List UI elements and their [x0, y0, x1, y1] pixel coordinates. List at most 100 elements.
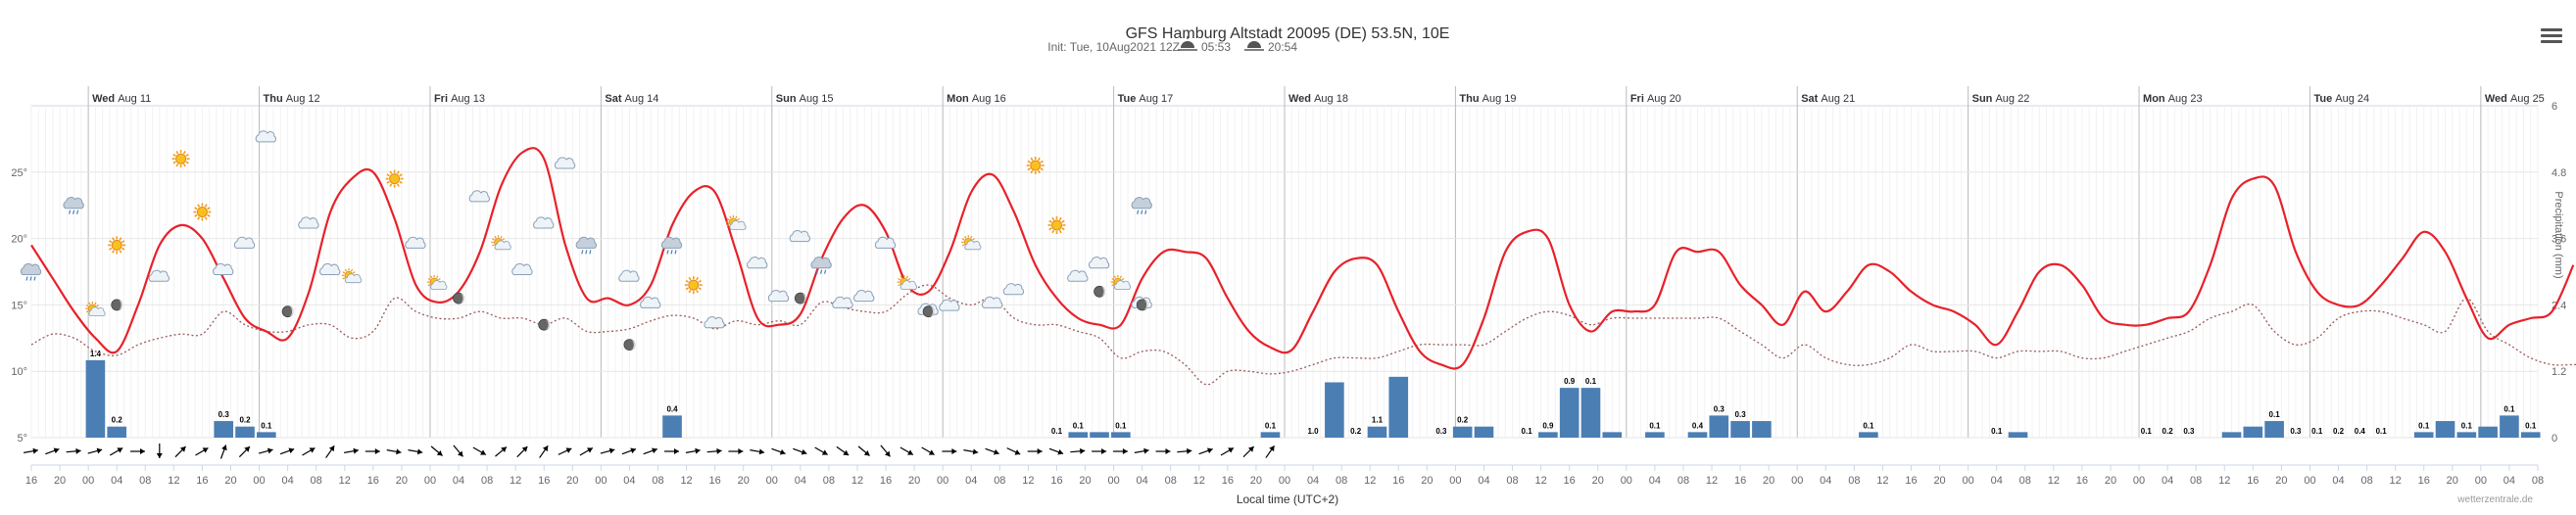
x-tick-label: 12 [1193, 475, 1205, 487]
cloud-icon [874, 236, 897, 249]
sun-cloud-icon [341, 268, 363, 284]
moon-icon [623, 339, 636, 351]
wind-arrow [24, 447, 38, 454]
y2-axis-title: Precipitation (mm) [2552, 191, 2564, 278]
y2-tick-label: 4.8 [2552, 167, 2566, 179]
x-tick-label: 20 [738, 475, 750, 487]
precipitation-bar [1388, 376, 1409, 438]
day-label: Wed Aug 11 [92, 93, 151, 105]
x-tick-label: 04 [1137, 475, 1148, 487]
dewpoint-line [30, 284, 2576, 386]
x-tick-label: 20 [1079, 475, 1091, 487]
precipitation-bar [1559, 388, 1580, 438]
sunrise-time: 05:53 [1201, 40, 1231, 54]
x-tick-label: 16 [538, 475, 550, 487]
x-tick-label: 04 [281, 475, 293, 487]
wind-arrow [706, 447, 722, 454]
day-label: Sat Aug 14 [605, 93, 658, 105]
x-tick-label: 00 [1791, 475, 1803, 487]
x-tick-label: 16 [2247, 475, 2259, 487]
precipitation-bar [2478, 426, 2498, 438]
x-tick-label: 16 [1222, 475, 1234, 487]
day-label: Tue Aug 24 [2313, 93, 2369, 105]
cloud-rain-icon [20, 262, 42, 281]
cloud-icon [319, 262, 341, 275]
wind-arrow [880, 445, 891, 457]
y-tick-label: 5° [17, 433, 27, 445]
precipitation-bar [1068, 432, 1089, 438]
wind-arrow [921, 446, 935, 456]
day-label: Sun Aug 22 [1972, 93, 2030, 105]
cloud-icon [853, 290, 875, 303]
cloud-icon [554, 157, 576, 169]
sun-icon [1047, 216, 1066, 234]
precipitation-bar [2264, 421, 2284, 438]
wind-arrow [857, 445, 870, 456]
precipitation-label: 0.2 [1350, 427, 1362, 436]
x-tick-label: 04 [1307, 475, 1319, 487]
wind-arrow [963, 448, 979, 455]
sun-cloud-icon [726, 214, 747, 230]
x-tick-label: 20 [908, 475, 920, 487]
precipitation-bar [2243, 426, 2263, 438]
precipitation-bar [107, 426, 127, 438]
precipitation-bar [1709, 415, 1729, 438]
precipitation-label: 1.0 [1308, 427, 1320, 436]
x-tick-label: 16 [880, 475, 892, 487]
x-tick-label: 08 [1165, 475, 1177, 487]
precipitation-label: 0.1 [2503, 404, 2515, 413]
x-tick-label: 20 [54, 475, 66, 487]
chart-menu-button[interactable] [2541, 25, 2562, 45]
day-label: Wed Aug 25 [2485, 93, 2545, 105]
menu-icon-bar [2541, 34, 2562, 37]
sun-icon [1026, 157, 1045, 174]
day-label: Tue Aug 17 [1118, 93, 1174, 105]
wind-arrow [1155, 448, 1171, 454]
precipitation-bar [235, 426, 255, 438]
y-tick-label: 10° [11, 366, 27, 378]
precipitation-bar [85, 359, 106, 438]
x-tick-label: 16 [1734, 475, 1746, 487]
wind-arrow [771, 447, 786, 455]
x-tick-label: 20 [2275, 475, 2287, 487]
cloud-rain-icon [660, 236, 683, 255]
x-tick-label: 16 [367, 475, 379, 487]
precipitation-label: 0.3 [1714, 404, 1725, 413]
x-tick-label: 12 [510, 475, 521, 487]
x-tick-label: 20 [1250, 475, 1262, 487]
wind-arrow [539, 445, 549, 458]
moon-icon [281, 305, 294, 318]
x-tick-label: 12 [1364, 475, 1376, 487]
precipitation-bar [1602, 432, 1623, 438]
x-tick-label: 12 [1022, 475, 1034, 487]
wind-arrow [814, 446, 828, 456]
precipitation-label: 0.1 [2141, 427, 2153, 436]
precipitation-label: 0.4 [2355, 427, 2366, 436]
day-labels: Wed Aug 11 Thu Aug 12 Fri Aug 13 Sat Aug 14… [92, 93, 2545, 105]
x-tick-label: 04 [795, 475, 806, 487]
x-tick-label: 08 [823, 475, 835, 487]
chart-subtitle: Init: Tue, 10Aug2021 12Z 05:53 20:54 [1047, 36, 1297, 54]
x-tick-label: 00 [2475, 475, 2487, 487]
x-tick-label: 04 [453, 475, 464, 487]
y2-tick-label: 2.4 [2552, 300, 2566, 311]
day-label: Thu Aug 19 [1459, 93, 1516, 105]
wind-arrow [1112, 448, 1128, 454]
wind-arrow [195, 446, 209, 456]
precipitation-bar [1325, 382, 1344, 438]
precipitation-bar [662, 415, 682, 438]
wind-arrow [258, 447, 273, 454]
wind-arrow [793, 447, 807, 455]
x-tick-label: 08 [2019, 475, 2031, 487]
x-tick-label: 00 [1621, 475, 1632, 487]
x-tick-label: 12 [2390, 475, 2402, 487]
wind-arrow [87, 447, 103, 454]
cloud-icon [298, 216, 319, 229]
cloud-icon [1088, 257, 1110, 269]
wind-arrow [365, 448, 380, 454]
cloud-icon [939, 299, 960, 311]
x-tick-label: 08 [1848, 475, 1860, 487]
x-tick-label: 16 [2418, 475, 2430, 487]
x-tick-label: 04 [1478, 475, 1489, 487]
